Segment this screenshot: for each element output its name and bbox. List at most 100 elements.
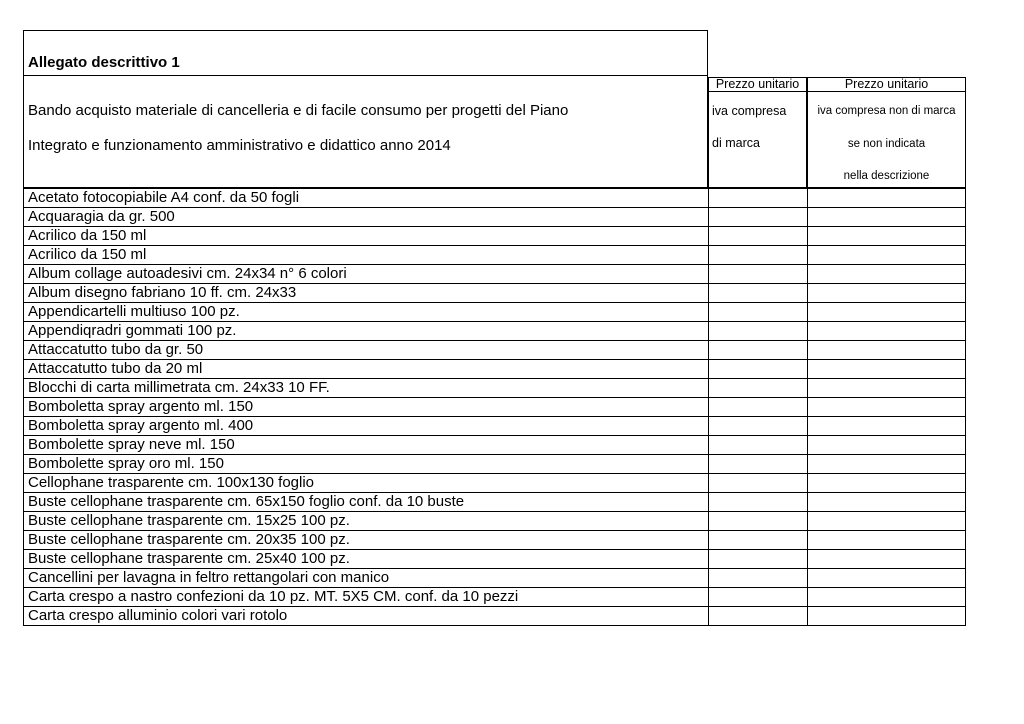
price-non-di-marca-cell — [807, 417, 966, 436]
item-description-cell: Buste cellophane trasparente cm. 65x150 … — [23, 493, 708, 512]
item-description-cell: Buste cellophane trasparente cm. 25x40 1… — [23, 550, 708, 569]
item-description-cell: Blocchi di carta millimetrata cm. 24x33 … — [23, 379, 708, 398]
price-non-di-marca-cell — [807, 550, 966, 569]
price-non-di-marca-cell — [807, 360, 966, 379]
price-di-marca-cell — [708, 531, 807, 550]
item-description-cell: Cellophane trasparente cm. 100x130 fogli… — [23, 474, 708, 493]
price-non-di-marca-cell — [807, 189, 966, 208]
price-non-di-marca-cell — [807, 341, 966, 360]
item-description-cell: Acquaragia da gr. 500 — [23, 208, 708, 227]
price-non-di-marca-cell — [807, 569, 966, 588]
item-description-cell: Carta crespo alluminio colori vari rotol… — [23, 607, 708, 626]
price-non-di-marca-cell — [807, 227, 966, 246]
price-non-di-marca-cell — [807, 208, 966, 227]
price-non-di-marca-cell — [807, 246, 966, 265]
table-row: Bomboletta spray argento ml. 150 — [23, 398, 966, 417]
prezzo-non-di-marca-subline-1: iva compresa non di marca — [817, 105, 956, 117]
table-row: Bombolette spray neve ml. 150 — [23, 436, 966, 455]
price-non-di-marca-cell — [807, 512, 966, 531]
column-header-prezzo-di-marca: Prezzo unitario iva compresa di marca — [708, 77, 807, 188]
price-di-marca-cell — [708, 284, 807, 303]
table-row: Buste cellophane trasparente cm. 65x150 … — [23, 493, 966, 512]
price-di-marca-cell — [708, 493, 807, 512]
table-row: Carta crespo a nastro confezioni da 10 p… — [23, 588, 966, 607]
prezzo-non-di-marca-subline-3: nella descrizione — [843, 170, 930, 182]
price-non-di-marca-cell — [807, 607, 966, 626]
table-row: Blocchi di carta millimetrata cm. 24x33 … — [23, 379, 966, 398]
table-row: Acrilico da 150 ml — [23, 227, 966, 246]
price-di-marca-cell — [708, 303, 807, 322]
price-di-marca-cell — [708, 208, 807, 227]
item-description-cell: Album collage autoadesivi cm. 24x34 n° 6… — [23, 265, 708, 284]
price-di-marca-cell — [708, 227, 807, 246]
price-di-marca-cell — [708, 341, 807, 360]
table-row: Acetato fotocopiabile A4 conf. da 50 fog… — [23, 189, 966, 208]
price-di-marca-cell — [708, 360, 807, 379]
prezzo-unitario-non-di-marca-header: Prezzo unitario — [808, 78, 965, 92]
price-di-marca-cell — [708, 246, 807, 265]
item-description-cell: Appendicartelli multiuso 100 pz. — [23, 303, 708, 322]
column-header-prezzo-non-di-marca: Prezzo unitario iva compresa non di marc… — [807, 77, 966, 188]
table-row: Carta crespo alluminio colori vari rotol… — [23, 607, 966, 626]
price-di-marca-cell — [708, 455, 807, 474]
price-di-marca-cell — [708, 588, 807, 607]
table-row: Appendicartelli multiuso 100 pz. — [23, 303, 966, 322]
price-non-di-marca-cell — [807, 265, 966, 284]
price-non-di-marca-cell — [807, 455, 966, 474]
item-description-cell: Acetato fotocopiabile A4 conf. da 50 fog… — [23, 189, 708, 208]
item-description-cell: Carta crespo a nastro confezioni da 10 p… — [23, 588, 708, 607]
table-row: Buste cellophane trasparente cm. 25x40 1… — [23, 550, 966, 569]
items-table: Acetato fotocopiabile A4 conf. da 50 fog… — [23, 188, 966, 626]
price-di-marca-cell — [708, 265, 807, 284]
item-description-cell: Bomboletta spray argento ml. 400 — [23, 417, 708, 436]
attachment-title: Allegato descrittivo 1 — [28, 54, 180, 71]
item-description-cell: Buste cellophane trasparente cm. 20x35 1… — [23, 531, 708, 550]
item-description-cell: Appendiqradri gommati 100 pz. — [23, 322, 708, 341]
price-di-marca-cell — [708, 436, 807, 455]
table-row: Bomboletta spray argento ml. 400 — [23, 417, 966, 436]
table-row: Buste cellophane trasparente cm. 20x35 1… — [23, 531, 966, 550]
price-di-marca-cell — [708, 550, 807, 569]
price-non-di-marca-cell — [807, 474, 966, 493]
price-di-marca-cell — [708, 398, 807, 417]
table-row: Cancellini per lavagna in feltro rettang… — [23, 569, 966, 588]
table-row: Album collage autoadesivi cm. 24x34 n° 6… — [23, 265, 966, 284]
prezzo-di-marca-subline-2: di marca — [712, 136, 760, 150]
price-di-marca-cell — [708, 417, 807, 436]
table-row: Acquaragia da gr. 500 — [23, 208, 966, 227]
item-description-cell: Attaccatutto tubo da 20 ml — [23, 360, 708, 379]
price-non-di-marca-cell — [807, 398, 966, 417]
price-non-di-marca-cell — [807, 303, 966, 322]
bando-description-line2: Integrato e funzionamento amministrativo… — [28, 137, 451, 154]
price-non-di-marca-cell — [807, 322, 966, 341]
price-di-marca-cell — [708, 607, 807, 626]
price-non-di-marca-cell — [807, 436, 966, 455]
prezzo-unitario-di-marca-header: Prezzo unitario — [709, 78, 806, 92]
table-row: Cellophane trasparente cm. 100x130 fogli… — [23, 474, 966, 493]
item-description-cell: Acrilico da 150 ml — [23, 227, 708, 246]
price-di-marca-cell — [708, 379, 807, 398]
item-description-cell: Cancellini per lavagna in feltro rettang… — [23, 569, 708, 588]
bando-description-line1: Bando acquisto materiale di cancelleria … — [28, 102, 569, 119]
attachment-title-box: Allegato descrittivo 1 — [23, 30, 708, 76]
price-di-marca-cell — [708, 189, 807, 208]
table-row: Buste cellophane trasparente cm. 15x25 1… — [23, 512, 966, 531]
price-non-di-marca-cell — [807, 588, 966, 607]
table-row: Album disegno fabriano 10 ff. cm. 24x33 — [23, 284, 966, 303]
table-row: Bombolette spray oro ml. 150 — [23, 455, 966, 474]
bando-description-box: Bando acquisto materiale di cancelleria … — [23, 76, 708, 188]
price-non-di-marca-cell — [807, 284, 966, 303]
price-non-di-marca-cell — [807, 493, 966, 512]
table-row: Attaccatutto tubo da gr. 50 — [23, 341, 966, 360]
prezzo-non-di-marca-subline-2: se non indicata — [847, 138, 926, 150]
item-description-cell: Bombolette spray oro ml. 150 — [23, 455, 708, 474]
item-description-cell: Bombolette spray neve ml. 150 — [23, 436, 708, 455]
item-description-cell: Buste cellophane trasparente cm. 15x25 1… — [23, 512, 708, 531]
item-description-cell: Album disegno fabriano 10 ff. cm. 24x33 — [23, 284, 708, 303]
item-description-cell: Attaccatutto tubo da gr. 50 — [23, 341, 708, 360]
prezzo-di-marca-subheader: iva compresa di marca — [709, 92, 806, 150]
table-row: Acrilico da 150 ml — [23, 246, 966, 265]
item-description-cell: Acrilico da 150 ml — [23, 246, 708, 265]
table-row: Attaccatutto tubo da 20 ml — [23, 360, 966, 379]
